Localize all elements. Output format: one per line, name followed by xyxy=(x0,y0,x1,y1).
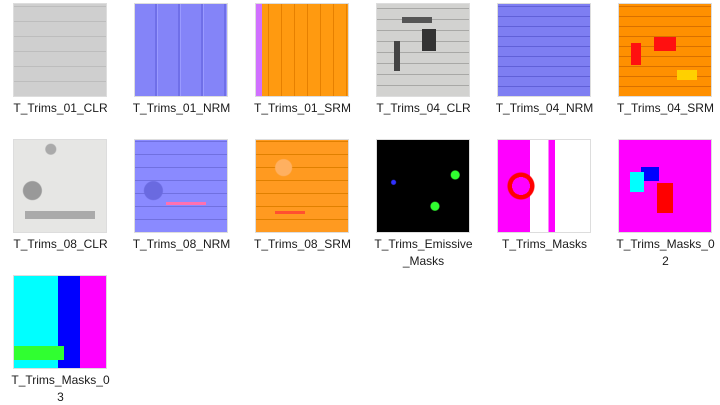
thumbnail[interactable] xyxy=(619,4,711,96)
thumbnail[interactable] xyxy=(256,4,348,96)
thumbnail[interactable] xyxy=(619,140,711,232)
file-name[interactable]: T_Trims_04_SRM xyxy=(617,101,714,115)
thumbnail[interactable] xyxy=(498,140,590,232)
file-item[interactable]: T_Trims_01_SRM xyxy=(242,0,363,136)
file-name[interactable]: T_Trims_01_NRM xyxy=(132,101,231,115)
file-name[interactable]: T_Trims_Emissive_Masks xyxy=(374,237,473,268)
file-item[interactable]: T_Trims_08_SRM xyxy=(242,136,363,272)
thumbnail[interactable] xyxy=(498,4,590,96)
file-name[interactable]: T_Trims_08_CLR xyxy=(13,237,108,251)
thumbnail[interactable] xyxy=(14,140,106,232)
file-name[interactable]: T_Trims_04_NRM xyxy=(495,101,594,115)
file-item[interactable]: T_Trims_04_SRM xyxy=(605,0,720,136)
file-name[interactable]: T_Trims_Masks_03 xyxy=(11,373,110,404)
file-name[interactable]: T_Trims_08_NRM xyxy=(132,237,231,251)
file-name[interactable]: T_Trims_01_SRM xyxy=(254,101,351,115)
file-name[interactable]: T_Trims_Masks xyxy=(502,237,587,251)
thumbnail[interactable] xyxy=(377,140,469,232)
file-name[interactable]: T_Trims_Masks_02 xyxy=(616,237,715,268)
file-name[interactable]: T_Trims_01_CLR xyxy=(13,101,108,115)
file-item[interactable]: T_Trims_01_NRM xyxy=(121,0,242,136)
thumbnail[interactable] xyxy=(135,4,227,96)
thumbnail[interactable] xyxy=(14,276,106,368)
thumbnail[interactable] xyxy=(135,140,227,232)
thumbnail[interactable] xyxy=(256,140,348,232)
thumbnail[interactable] xyxy=(377,4,469,96)
file-name[interactable]: T_Trims_04_CLR xyxy=(376,101,471,115)
file-item[interactable]: T_Trims_04_NRM xyxy=(484,0,605,136)
thumbnail[interactable] xyxy=(14,4,106,96)
file-item[interactable]: T_Trims_Emissive_Masks xyxy=(363,136,484,272)
file-item[interactable]: T_Trims_01_CLR xyxy=(0,0,121,136)
file-item[interactable]: T_Trims_04_CLR xyxy=(363,0,484,136)
file-item[interactable]: T_Trims_08_NRM xyxy=(121,136,242,272)
file-item[interactable]: T_Trims_08_CLR xyxy=(0,136,121,272)
file-item[interactable]: T_Trims_Masks_03 xyxy=(0,272,121,405)
file-item[interactable]: T_Trims_Masks xyxy=(484,136,605,272)
file-name[interactable]: T_Trims_08_SRM xyxy=(254,237,351,251)
file-item[interactable]: T_Trims_Masks_02 xyxy=(605,136,720,272)
